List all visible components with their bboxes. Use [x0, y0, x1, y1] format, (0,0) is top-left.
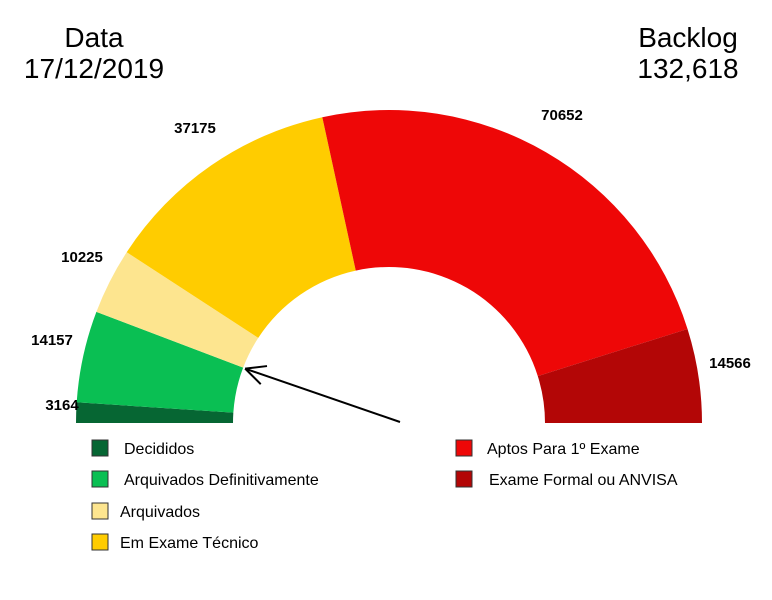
legend-label-5: Exame Formal ou ANVISA	[489, 472, 678, 489]
legend-swatch-2	[92, 503, 108, 519]
legend-label-4: Aptos Para 1º Exame	[487, 441, 640, 458]
slice-4	[322, 110, 687, 376]
data-label-4: 70652	[541, 107, 583, 124]
legend-label-3: Em Exame Técnico	[120, 535, 259, 552]
data-label-2: 10225	[61, 249, 103, 266]
legend-swatch-4	[456, 440, 472, 456]
legend-label-1: Arquivados Definitivamente	[124, 472, 319, 489]
legend-label-2: Arquivados	[120, 504, 200, 521]
data-label-5: 14566	[709, 355, 751, 372]
data-label-1: 14157	[31, 332, 73, 349]
legend-swatch-5	[456, 471, 472, 487]
arrow-head-1	[245, 366, 267, 369]
annotation-arrow	[245, 369, 400, 422]
data-label-3: 37175	[174, 120, 216, 137]
legend-swatch-0	[92, 440, 108, 456]
data-label-0: 3164	[45, 397, 79, 414]
legend-swatch-3	[92, 534, 108, 550]
legend-label-0: Decididos	[124, 441, 194, 458]
legend-swatch-1	[92, 471, 108, 487]
